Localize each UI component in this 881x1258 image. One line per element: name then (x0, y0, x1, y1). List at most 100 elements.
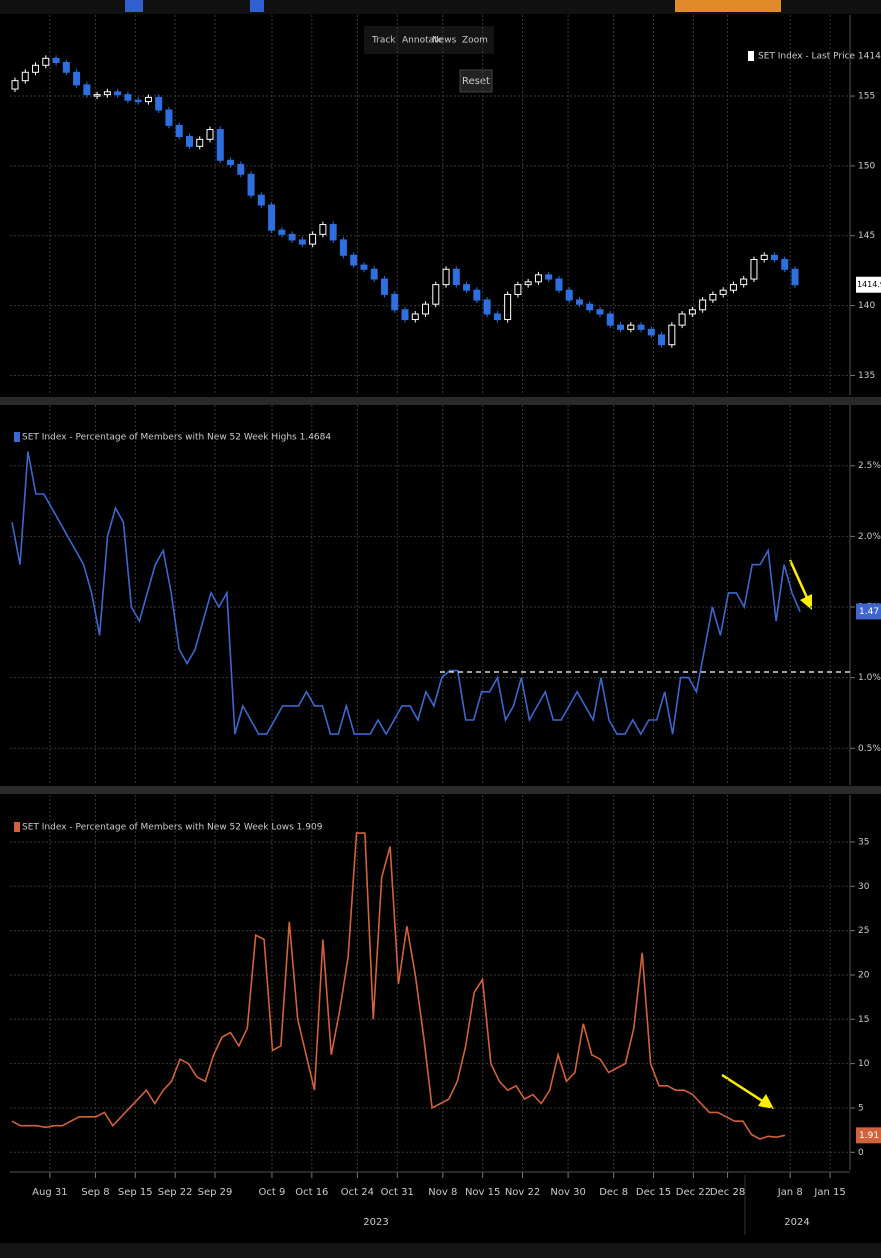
candle-body (565, 289, 573, 301)
candle-body (339, 239, 347, 256)
legend-swatch (748, 51, 754, 61)
x-tick-label: Sep 22 (158, 1187, 193, 1198)
annotation-arrowhead (800, 594, 812, 610)
candle-body (452, 268, 460, 286)
candle-body (760, 254, 768, 260)
candle-body (73, 71, 81, 86)
y-tick-label: 10 (858, 1059, 870, 1069)
candle-body (247, 173, 255, 196)
candle-body (750, 258, 758, 280)
toolbar-button[interactable]: News (432, 36, 457, 46)
candle-body (534, 274, 542, 283)
candle-body (709, 293, 717, 301)
last-value-box (856, 276, 881, 293)
y-tick-label: 20 (858, 970, 870, 980)
top-bar (0, 0, 881, 14)
bottom-bar (0, 1243, 881, 1258)
last-value-box (856, 1127, 881, 1144)
annotation-arrowhead (758, 1094, 774, 1109)
x-tick-label: Sep 15 (118, 1187, 153, 1198)
legend: SET Index - Last Price 1414.9301 (758, 52, 881, 62)
candle-body (442, 268, 450, 286)
reset-button[interactable] (459, 69, 493, 93)
toolbar-button[interactable]: Zoom (462, 36, 488, 46)
series-line (11, 832, 786, 1140)
candle-body (627, 324, 635, 330)
candle-body (688, 309, 696, 315)
y-tick-label: 35 (858, 837, 869, 847)
annotation-arrow (788, 559, 810, 601)
y-tick-label: 0.5% (858, 744, 881, 754)
x-tick-label: Sep 29 (198, 1187, 233, 1198)
x-tick-label: Jan 15 (813, 1187, 845, 1198)
candle-body (298, 239, 306, 245)
candle-body (545, 274, 553, 280)
legend: SET Index - Percentage of Members with N… (22, 433, 331, 443)
y-tick-label: 2.5% (858, 461, 881, 471)
candle-body (165, 109, 173, 126)
candle-body (575, 299, 583, 305)
year-label: 2024 (784, 1217, 809, 1228)
y-tick-label: 145 (858, 231, 875, 241)
candle-body (288, 233, 296, 241)
last-value-label: 1414.93 (857, 280, 881, 289)
candle-body (83, 84, 91, 96)
x-tick-label: Oct 31 (381, 1187, 414, 1198)
candle-body (268, 204, 276, 231)
candle-body (411, 313, 419, 321)
candle-body (32, 64, 40, 73)
y-tick-label: 15 (858, 1015, 869, 1025)
candle-body (637, 324, 645, 330)
x-tick-label: Dec 22 (676, 1187, 711, 1198)
reset-label[interactable]: Reset (462, 76, 490, 87)
candle-body (555, 278, 563, 291)
candle-body (606, 313, 614, 326)
candle-body (463, 284, 471, 291)
candle-body (401, 309, 409, 321)
toolbar-button[interactable]: Track (371, 36, 396, 46)
candle-body (52, 57, 60, 63)
toolbar (364, 26, 494, 54)
top-tab (250, 0, 264, 12)
y-tick-label: 155 (858, 92, 875, 102)
candle-body (432, 284, 440, 305)
candle-body (740, 278, 748, 286)
candle-body (370, 268, 378, 280)
candle-body (504, 293, 512, 321)
x-tick-label: Oct 24 (341, 1187, 374, 1198)
candle-body (596, 309, 604, 315)
candle-body (678, 313, 686, 326)
candle-body (493, 313, 501, 321)
x-tick-label: Jan 8 (777, 1187, 803, 1198)
y-tick-label: 0 (858, 1148, 864, 1158)
top-tab (125, 0, 143, 12)
y-tick-label: 135 (858, 371, 875, 381)
candle-body (144, 96, 152, 103)
candle-body (473, 289, 481, 301)
candle-body (278, 229, 286, 235)
candle-body (185, 136, 193, 147)
y-tick-label: 140 (858, 301, 875, 311)
toolbar-button[interactable]: Annotate (402, 36, 444, 46)
candle-body (124, 94, 132, 101)
candle-body (647, 328, 655, 336)
candle-body (196, 138, 204, 147)
panel-divider (0, 397, 881, 405)
y-tick-label: 1.0% (858, 673, 881, 683)
candle-body (483, 299, 491, 315)
legend-swatch (14, 432, 20, 442)
candle-body (360, 264, 368, 270)
x-tick-label: Oct 16 (295, 1187, 328, 1198)
panel-divider (0, 786, 881, 794)
candle-body (422, 303, 430, 315)
x-tick-label: Sep 8 (81, 1187, 109, 1198)
y-tick-label: 30 (858, 882, 870, 892)
candle-body (729, 284, 737, 291)
candle-body (175, 124, 183, 138)
candle-body (719, 289, 727, 295)
last-value-label: 1.91 (859, 1131, 879, 1141)
candle-body (586, 303, 594, 311)
candle-body (93, 94, 101, 97)
